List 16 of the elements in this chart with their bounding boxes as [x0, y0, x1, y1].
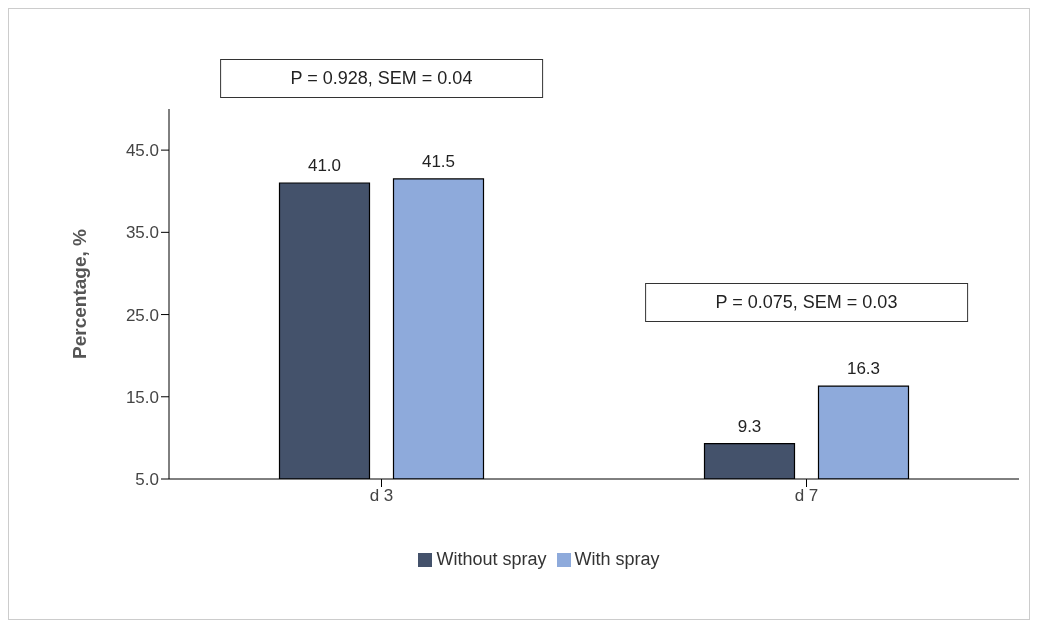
y-tick-label: 35.0 — [125, 223, 159, 243]
y-axis-title: Percentage, % — [68, 228, 90, 359]
note-frame: P = 0.928, SEM = 0.04 — [219, 59, 544, 98]
x-tick-label: d 7 — [794, 486, 819, 506]
y-tick-label: 5.0 — [135, 470, 159, 490]
x-tick-label: d 3 — [369, 486, 394, 506]
data-label: 41.5 — [421, 151, 456, 171]
legend-label: Without spray — [436, 549, 547, 569]
y-tick-label: 25.0 — [125, 305, 159, 325]
y-tick-label: 15.0 — [125, 387, 159, 407]
data-label: 41.0 — [307, 156, 342, 175]
legend-label: With spray — [574, 549, 660, 569]
data-label: 16.3 — [846, 359, 881, 379]
data-label: 9.3 — [737, 416, 762, 436]
y-tick-label: 45.0 — [125, 141, 159, 161]
note-frame: P = 0.075, SEM = 0.03 — [644, 282, 969, 322]
